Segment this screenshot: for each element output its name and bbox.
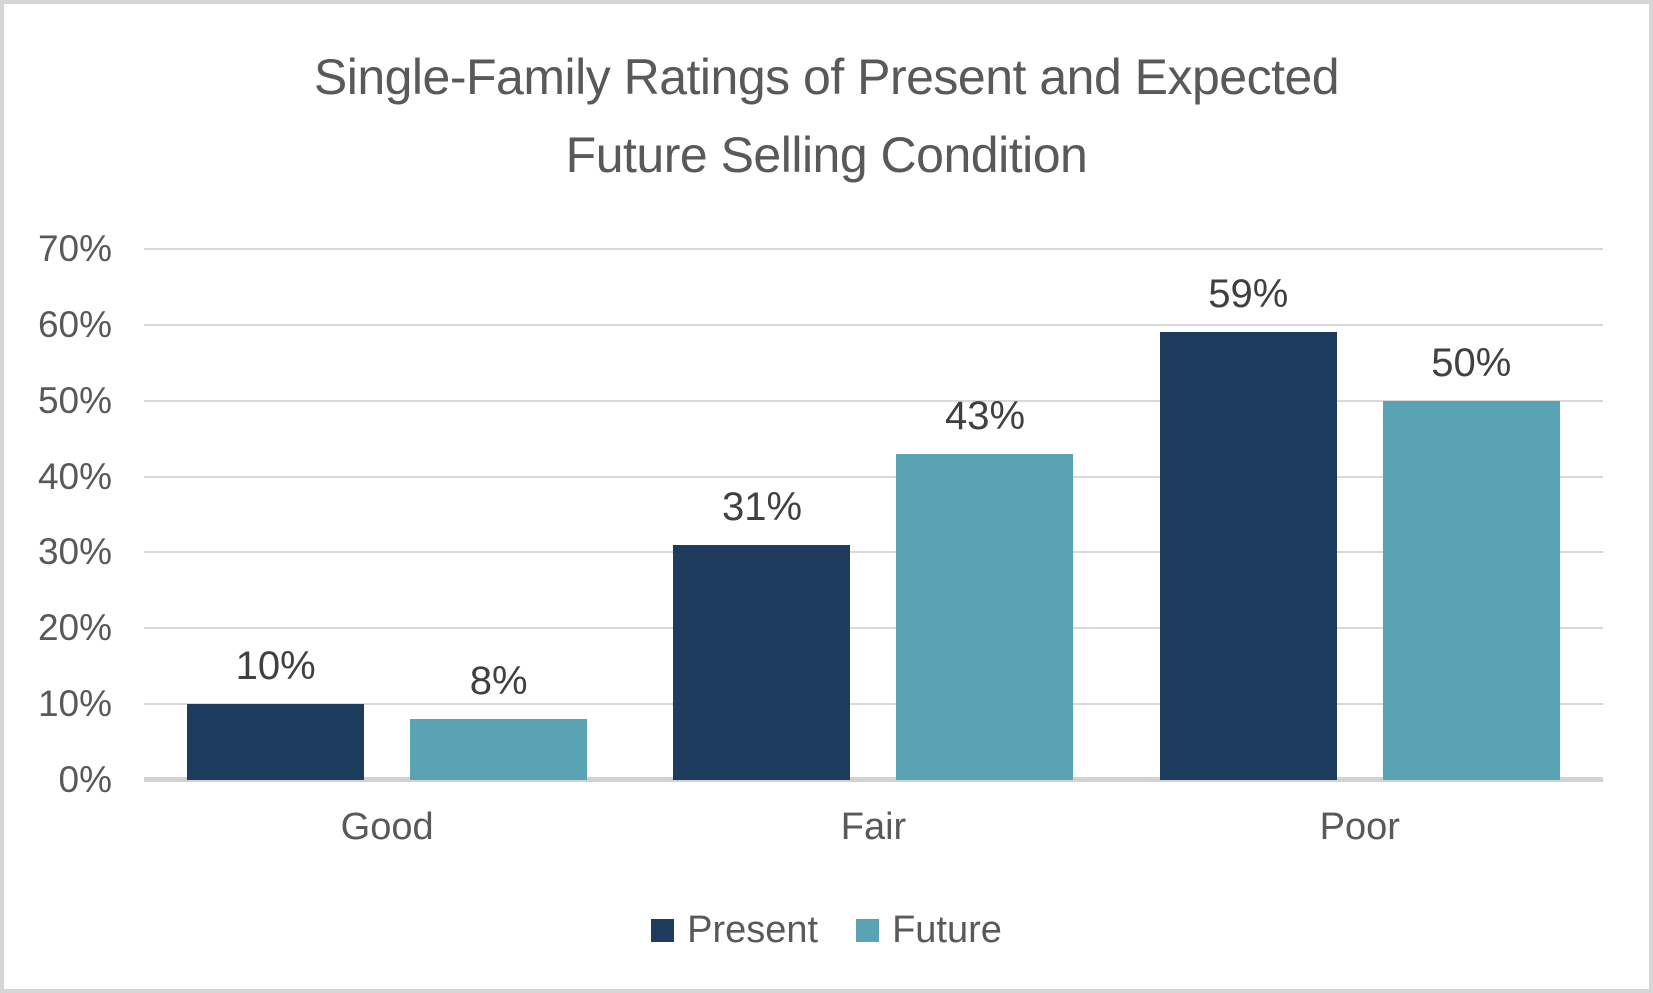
bar-column: 8% [410,249,588,780]
bar-column: 50% [1382,249,1560,780]
bar-present-good [187,704,365,780]
chart-title-line-2: Future Selling Condition [565,127,1088,183]
y-axis-tick-label: 30% [37,531,112,573]
bar-present-fair [673,544,851,780]
bar-column: 10% [187,249,365,780]
y-axis-tick-label: 20% [37,607,112,649]
gridline [144,248,1603,250]
bar-group-fair: 31% 43% [630,249,1116,780]
x-axis-labels: Good Fair Poor [144,790,1603,849]
y-axis-tick-label: 60% [37,303,112,345]
legend-item-future: Future [856,907,1002,953]
y-axis-tick-label: 70% [37,228,112,269]
y-axis-tick-label: 10% [37,683,112,725]
gridline [144,627,1603,630]
y-axis: 70% 60% 50% 40% 30% 20% 10% 0% [38,228,1603,800]
bar-value-label: 31% [721,484,803,529]
gridline [144,323,1603,326]
chart-title-line-1: Single-Family Ratings of Present and Exp… [313,49,1340,105]
bar-group-poor: 59% 50% [1117,249,1603,780]
x-axis-category-label: Poor [1319,806,1400,848]
bar-groups: 10% 8% 31% 43% 59% 50% [144,249,1603,780]
legend-item-present: Present [651,907,818,953]
y-axis-tick-label: 50% [37,379,112,421]
x-axis-category-label: Fair [840,806,907,848]
bar-value-label: 10% [235,644,316,689]
bar-present-poor [1159,332,1337,780]
bar-future-fair [896,453,1074,780]
legend-label: Present [687,909,819,951]
bar-value-label: 59% [1208,272,1289,317]
x-axis-line [144,777,1603,782]
x-axis-category-label: Good [340,806,434,848]
bar-column: 59% [1159,249,1337,780]
legend-label: Future [892,909,1002,951]
gridline [144,475,1603,478]
legend: Present Future [4,907,1649,953]
bar-future-poor [1382,400,1560,780]
gridline [144,399,1603,402]
bar-value-label: 50% [1431,340,1512,385]
bar-column: 43% [896,249,1074,780]
gridline [144,551,1603,554]
legend-swatch-icon [856,918,880,942]
chart-title: Single-Family Ratings of Present and Exp… [4,38,1649,194]
bar-group-good: 10% 8% [144,249,630,780]
y-axis-tick-label: 40% [37,455,112,497]
bar-column: 31% [673,249,851,780]
bar-value-label: 43% [944,393,1026,438]
plot-area: 70% 60% 50% 40% 30% 20% 10% 0% 10% 8% 31% 43% 59% 50… [38,228,1603,848]
bar-future-good [410,719,588,780]
gridline [144,703,1603,706]
y-axis-tick-label: 0% [58,759,112,800]
bar-value-label: 8% [469,659,528,704]
gridlines [144,248,1603,782]
legend-swatch-icon [651,918,675,942]
